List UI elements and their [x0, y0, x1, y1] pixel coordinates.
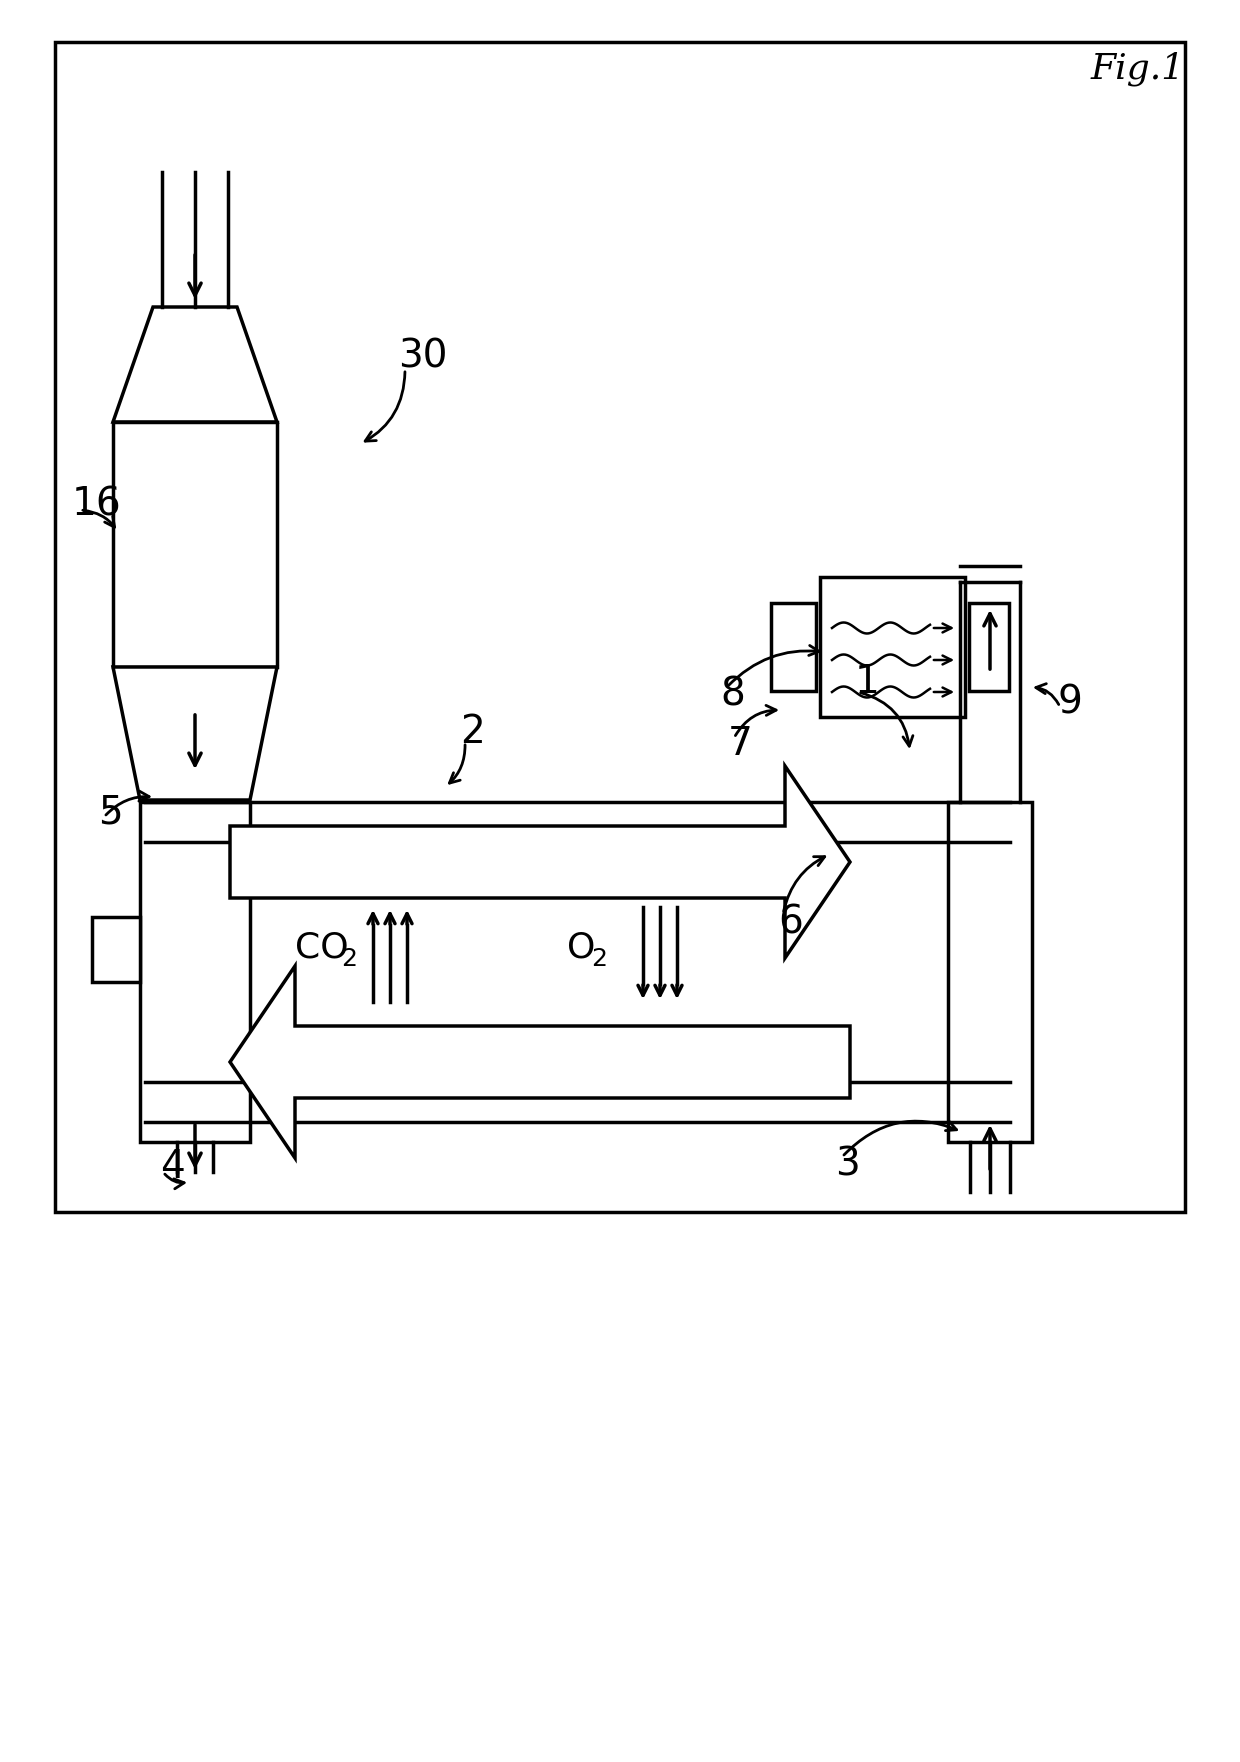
Bar: [113, 423, 277, 668]
Text: 30: 30: [398, 338, 448, 375]
Text: 7: 7: [728, 724, 753, 763]
Text: 2: 2: [341, 946, 357, 971]
Text: 16: 16: [72, 485, 122, 523]
Bar: [771, 603, 816, 691]
Polygon shape: [229, 966, 849, 1158]
Text: 2: 2: [460, 714, 485, 751]
Text: CO: CO: [295, 930, 348, 964]
Bar: [140, 802, 250, 1142]
Text: O: O: [567, 930, 595, 964]
Polygon shape: [113, 668, 277, 800]
Bar: [820, 576, 965, 717]
Bar: [949, 802, 1032, 1142]
Text: 6: 6: [777, 902, 802, 941]
Bar: [92, 916, 140, 981]
Polygon shape: [229, 766, 849, 959]
Polygon shape: [113, 307, 277, 423]
Text: 9: 9: [1058, 684, 1083, 721]
Text: 3: 3: [835, 1145, 859, 1182]
Text: 1: 1: [856, 663, 880, 701]
Bar: [968, 603, 1009, 691]
Text: Fig.1: Fig.1: [1091, 53, 1185, 86]
Bar: [55, 42, 1185, 1212]
Text: 4: 4: [160, 1149, 185, 1186]
Text: 8: 8: [720, 675, 745, 714]
Text: 5: 5: [98, 793, 123, 832]
Text: 2: 2: [591, 946, 608, 971]
